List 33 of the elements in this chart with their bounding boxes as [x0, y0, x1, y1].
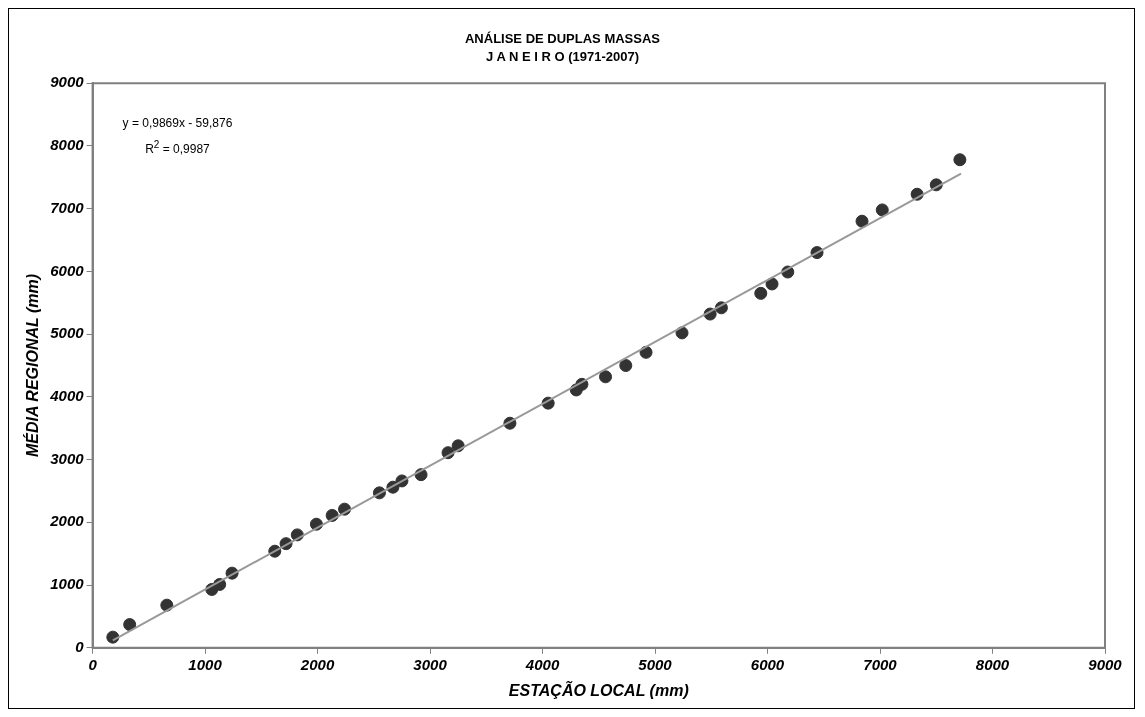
- x-tick-label: 4000: [524, 655, 560, 673]
- point: [619, 359, 633, 372]
- y-tick-label: 8000: [50, 136, 85, 154]
- x-tick-label: 0: [88, 655, 98, 673]
- y-tick-label: 5000: [50, 324, 85, 342]
- y-tick-label: 2000: [49, 512, 85, 530]
- point: [599, 370, 613, 384]
- x-tick-label: 2000: [299, 655, 335, 673]
- y-axis-title: MÉDIA REGIONAL (mm): [23, 273, 42, 458]
- y-tick-label: 7000: [50, 198, 85, 216]
- y-tick-label: 0: [75, 637, 85, 655]
- x-tick-label: 5000: [638, 655, 673, 673]
- y-tick-label: 3000: [50, 449, 85, 467]
- x-tick-label: 8000: [975, 655, 1010, 673]
- point: [855, 214, 869, 228]
- y-tick-label: 1000: [50, 575, 85, 593]
- x-tick-label: 9000: [1088, 655, 1123, 673]
- y-tick-label: 9000: [50, 73, 85, 91]
- point: [953, 153, 967, 167]
- x-axis-title: ESTAÇÃO LOCAL (mm): [508, 679, 689, 699]
- chart-subtitle: J A N E I R O (1971-2007): [486, 48, 639, 64]
- chart-title: ANÁLISE DE DUPLAS MASSAS: [464, 31, 661, 47]
- x-tick-label: 7000: [863, 655, 898, 673]
- x-tick-label: 1000: [188, 655, 223, 673]
- annotation: y = 0,9869x - 59,876: [122, 115, 233, 133]
- y-tick-label: 4000: [49, 387, 85, 405]
- y-tick-label: 6000: [50, 261, 85, 279]
- annotation: R$^{2}$ = 0,9987: [144, 138, 211, 159]
- point: [754, 286, 768, 300]
- point: [875, 203, 889, 217]
- point: [765, 277, 779, 291]
- x-tick-label: 6000: [750, 655, 785, 673]
- x-tick-label: 3000: [413, 655, 448, 673]
